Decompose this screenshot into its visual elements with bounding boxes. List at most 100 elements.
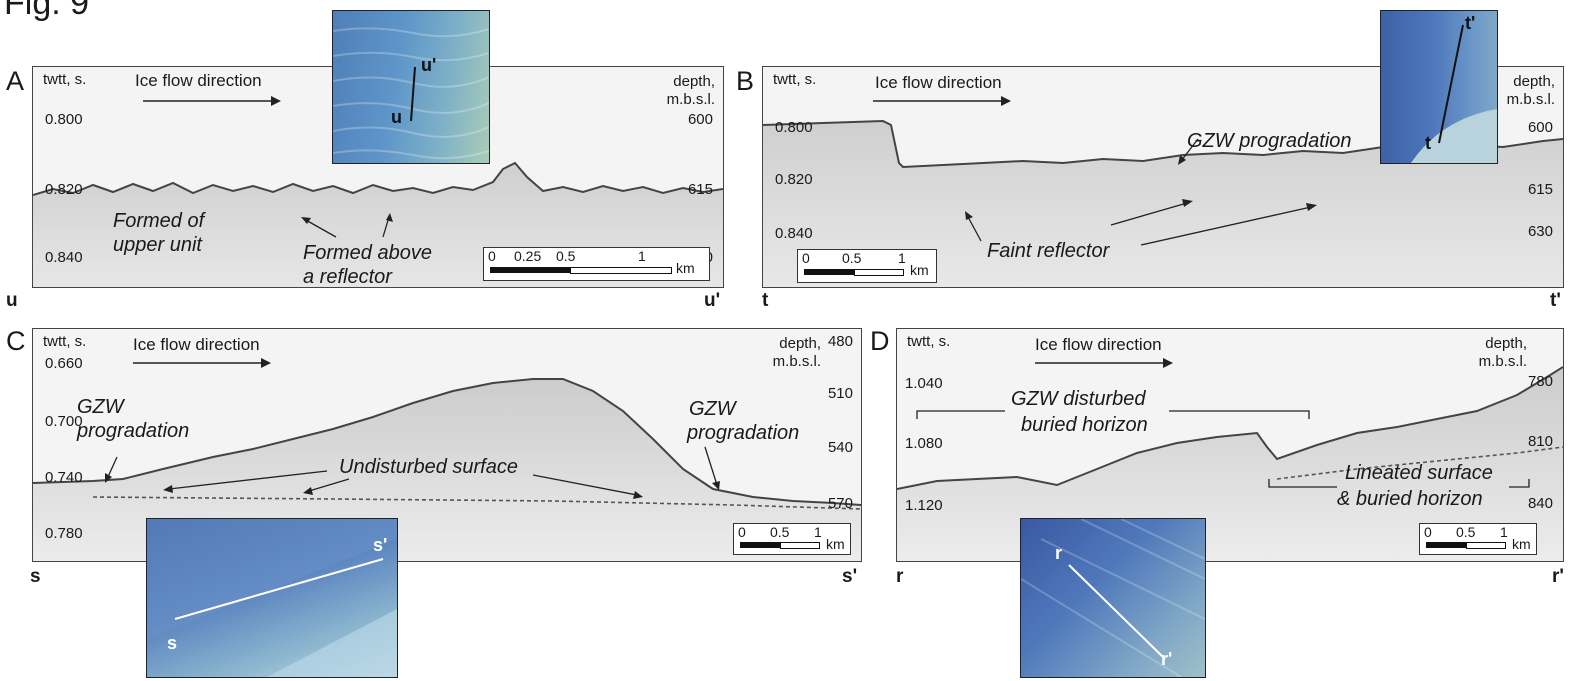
panel-b-left-axis-label: twtt, s. [773, 71, 817, 88]
panel-b-left-tick-2: 0.820 [775, 171, 813, 188]
panel-c-left-tick-3: 0.740 [45, 469, 83, 486]
panel-c-right-tick-4: 570 [827, 495, 853, 512]
panel-b-scale-unit: km [910, 262, 929, 278]
panel-c-annotation-5: progradation [687, 422, 800, 444]
panel-c-left-tick-4: 0.780 [45, 525, 83, 542]
panel-a-start-label: u [6, 290, 18, 311]
panel-a-inset-map: u' u [332, 10, 490, 164]
panel-a-annotation-2: upper unit [113, 234, 202, 256]
panel-c-inset-start: s [167, 633, 178, 653]
panel-c-start-label: s [30, 566, 41, 587]
panel-a-scale-bar: 0 0.25 0.5 1 km [483, 247, 710, 281]
panel-c-right-axis-label-2: m.b.s.l. [772, 353, 821, 370]
panel-c-annotation-3: Undisturbed surface [339, 456, 518, 478]
panel-d-left-axis-label: twtt, s. [907, 333, 951, 350]
panel-d-right-tick-3: 840 [1527, 495, 1553, 512]
panel-d-seismic [897, 358, 1563, 561]
panel-c-right-tick-2: 510 [827, 385, 853, 402]
panel-a-left-tick-3: 0.840 [45, 249, 83, 266]
panel-d-annotation-1: GZW disturbed [1011, 388, 1146, 410]
panel-c-left-tick-2: 0.700 [45, 413, 83, 430]
panel-b-start-label: t [762, 290, 769, 311]
panel-c-right-tick-1: 480 [827, 333, 853, 350]
panel-c-seismic [33, 358, 861, 561]
panel-d-inset-start: r [1055, 543, 1063, 563]
panel-c-ice-flow-label: Ice flow direction [133, 335, 260, 354]
panel-c-letter: C [6, 326, 26, 356]
panel-c-right-axis-label-1: depth, [779, 335, 821, 352]
panel-b-right-tick-2: 615 [1527, 181, 1553, 198]
panel-d-annotation-4: & buried horizon [1337, 488, 1483, 510]
figure-title: Fig. 9 [4, 0, 90, 22]
panel-c-annotation-2: progradation [77, 420, 190, 442]
panel-d-left-tick-2: 1.080 [905, 435, 943, 452]
panel-a-inset-start: u [391, 107, 402, 127]
panel-d-scale-bar: 0 0.5 1 km [1419, 523, 1537, 555]
panel-a-right-axis-label-1: depth, [673, 73, 715, 90]
panel-c-end-label: s' [842, 566, 858, 587]
panel-b-annotation-2: Faint reflector [987, 240, 1110, 262]
panel-c-scale-unit: km [826, 536, 845, 552]
panel-b-right-tick-1: 600 [1527, 119, 1553, 136]
panel-b-scale-bar: 0 0.5 1 km [797, 249, 937, 283]
panel-b-right-axis-label-1: depth, [1513, 73, 1555, 90]
panel-b-right-tick-3: 630 [1527, 223, 1553, 240]
panel-c-inset-map: s' s [146, 518, 398, 678]
panel-d-left-tick-1: 1.040 [905, 375, 943, 392]
panel-a-annotation-1: Formed of [113, 210, 205, 232]
panel-d-left-tick-3: 1.120 [905, 497, 943, 514]
panel-d-letter: D [870, 326, 890, 356]
panel-d-right-axis-label-2: m.b.s.l. [1478, 353, 1527, 370]
panel-c-right-tick-3: 540 [827, 439, 853, 456]
panel-a-left-axis-label: twtt, s. [43, 71, 87, 88]
panel-d-annotation-2: buried horizon [1021, 414, 1148, 436]
panel-b-left-tick-1: 0.800 [775, 119, 813, 136]
panel-c-left-axis-label: twtt, s. [43, 333, 87, 350]
panel-a-scale-0: 0 [488, 248, 496, 264]
panel-a-ice-flow-label: Ice flow direction [135, 71, 262, 90]
panel-d-right-tick-1: 780 [1527, 373, 1553, 390]
panel-c-scale-0: 0 [738, 524, 746, 540]
panel-c-scale-1: 0.5 [770, 524, 790, 540]
panel-c-scale-2: 1 [814, 524, 822, 540]
panel-a-end-label: u' [704, 290, 721, 311]
panel-c-annotation-1: GZW [77, 396, 124, 418]
panel-b-end-label: t' [1550, 290, 1561, 311]
panel-b-scale-0: 0 [802, 250, 810, 266]
panel-d-scale-1: 0.5 [1456, 524, 1476, 540]
panel-d-inset-map: r r' [1020, 518, 1206, 678]
panel-d-inset-end: r' [1161, 649, 1173, 669]
panel-c-scale-bar: 0 0.5 1 km [733, 523, 851, 555]
panel-a-left-tick-2: 0.820 [45, 181, 83, 198]
panel-d-end-label: r' [1552, 566, 1564, 587]
panel-d-right-tick-2: 810 [1527, 433, 1553, 450]
panel-b-inset-map: t' t [1380, 10, 1498, 164]
panel-b-scale-2: 1 [898, 250, 906, 266]
panel-b-scale-1: 0.5 [842, 250, 862, 266]
panel-a-letter: A [6, 66, 25, 96]
panel-a-annotation-4: a reflector [303, 266, 392, 288]
panel-b-letter: B [736, 66, 755, 96]
panel-a-scale-3: 1 [638, 248, 646, 264]
panel-d-scale-unit: km [1512, 536, 1531, 552]
panel-a-left-tick-1: 0.800 [45, 111, 83, 128]
panel-c-left-tick-1: 0.660 [45, 355, 83, 372]
panel-a-annotation-3: Formed above [303, 242, 432, 264]
panel-b-inset-end: t' [1465, 13, 1476, 33]
panel-b-inset-start: t [1425, 133, 1431, 153]
panel-b-ice-flow-label: Ice flow direction [875, 73, 1002, 92]
panel-d-right-axis-label-1: depth, [1485, 335, 1527, 352]
panel-a-scale-unit: km [676, 260, 695, 276]
panel-d-annotation-3: Lineated surface [1345, 462, 1493, 484]
panel-d-start-label: r [896, 566, 904, 587]
panel-a-scale-1: 0.25 [514, 248, 542, 264]
panel-a-inset-end: u' [421, 55, 437, 75]
panel-d-ice-flow-label: Ice flow direction [1035, 335, 1162, 354]
panel-d-scale-2: 1 [1500, 524, 1508, 540]
panel-b-annotation-1: GZW progradation [1187, 130, 1352, 152]
panel-a-right-tick-2: 615 [687, 181, 713, 198]
panel-a-right-axis-label-2: m.b.s.l. [666, 91, 715, 108]
panel-b-left-tick-3: 0.840 [775, 225, 813, 242]
panel-a-scale-2: 0.5 [556, 248, 576, 264]
panel-d-profile: twtt, s. depth, m.b.s.l. Ice flow direct… [896, 328, 1564, 562]
